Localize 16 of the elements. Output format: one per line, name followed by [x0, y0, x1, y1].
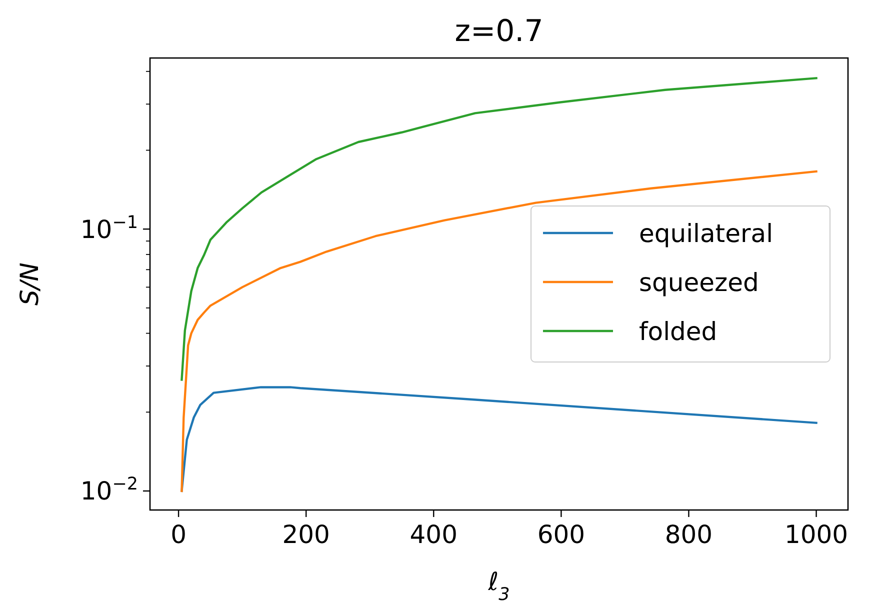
line-series: [180, 170, 818, 492]
x-axis-title: ℓ$_{3}$: [487, 567, 510, 605]
x-tick-label: 200: [282, 520, 330, 549]
x-tick-label: 400: [410, 520, 458, 549]
y-tick-label: 10$^{−1}$: [80, 212, 138, 244]
y-axis-title: S/N: [15, 262, 44, 306]
x-tick-label: 600: [537, 520, 586, 549]
chart-title: z=0.7: [454, 14, 544, 49]
x-tick-label: 1000: [784, 520, 848, 549]
line-series: [180, 77, 818, 381]
legend-label: folded: [639, 316, 718, 346]
x-tick-label: 800: [664, 520, 713, 549]
x-tick-label: 0: [170, 520, 186, 549]
y-tick-label: 10$^{−2}$: [80, 474, 138, 506]
legend-label: equilateral: [639, 218, 774, 248]
legend-label: squeezed: [639, 268, 759, 297]
